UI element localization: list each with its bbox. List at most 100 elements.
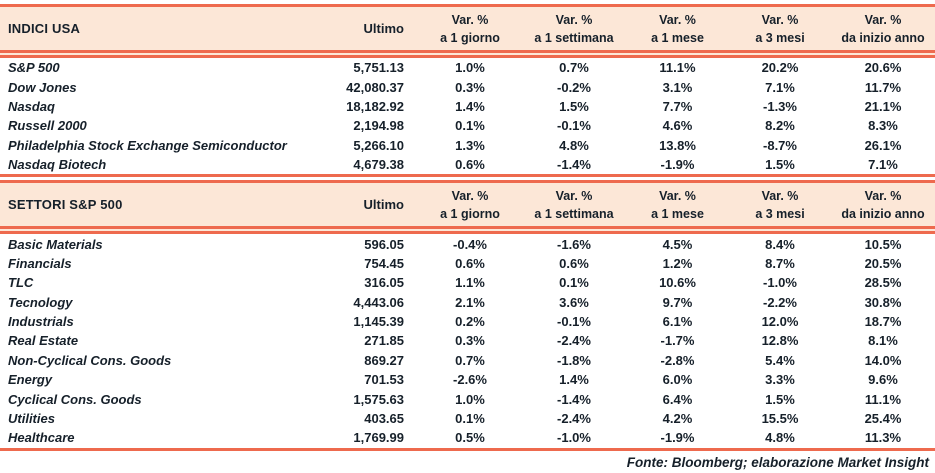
var-value-1: 3.6% xyxy=(559,294,589,310)
var-value-0: -2.6% xyxy=(453,372,487,388)
ultimo-value: 5,266.10 xyxy=(353,137,404,153)
column-header-ultimo: Ultimo xyxy=(363,197,404,213)
var-value-2: -1.9% xyxy=(660,430,695,446)
var-value-1: -0.1% xyxy=(557,118,591,134)
var-value-1: 1.4% xyxy=(559,372,589,388)
divider xyxy=(0,4,935,7)
var-value-4: 11.7% xyxy=(864,79,902,95)
column-header-var-1-giorno: Var. % a 1 giorno xyxy=(418,11,522,47)
divider xyxy=(0,50,935,53)
var-value-1: 1.5% xyxy=(559,98,589,114)
var-value-4: 21.1% xyxy=(864,98,902,114)
var-label: Var. % xyxy=(555,188,593,203)
indici-usa-rows: S&P 500 5,751.13 1.0% 0.7% 11.1% 20.2% 20.6% Do… xyxy=(0,58,935,174)
var-value-0: 1.4% xyxy=(455,98,485,114)
row-label: Philadelphia Stock Exchange Semiconducto… xyxy=(8,137,287,153)
var-value-2: 1.2% xyxy=(662,255,693,271)
var-value-4: 7.1% xyxy=(868,157,898,173)
ultimo-value: 403.65 xyxy=(364,411,404,427)
var-label: Var. % xyxy=(659,12,696,27)
var-value-2: 10.6% xyxy=(659,275,696,291)
var-value-3: 4.8% xyxy=(765,430,795,446)
ultimo-value: 754.45 xyxy=(364,255,404,271)
table-row: Utilities 403.65 0.1% -2.4% 4.2% 15.5% 25.4% xyxy=(0,409,935,428)
var-value-0: -0.4% xyxy=(453,236,487,252)
var-value-0: 1.1% xyxy=(455,275,485,291)
var-value-0: 1.0% xyxy=(455,60,485,76)
var-value-3: 15.5% xyxy=(761,411,799,427)
ultimo-value: 1,575.63 xyxy=(353,391,404,407)
var-value-1: -2.4% xyxy=(557,411,591,427)
section-title: SETTORI S&P 500 xyxy=(8,197,123,213)
table-row: Cyclical Cons. Goods 1,575.63 1.0% -1.4% 6.4… xyxy=(0,389,935,408)
var-value-3: 8.4% xyxy=(765,236,795,252)
var-value-3: -8.7% xyxy=(763,137,797,153)
row-label: Real Estate xyxy=(8,333,79,349)
var-value-1: 0.1% xyxy=(559,275,589,291)
var-value-2: 4.6% xyxy=(662,118,693,134)
row-label: Financials xyxy=(8,255,72,271)
var-value-4: 11.3% xyxy=(864,430,902,446)
var-value-2: -1.7% xyxy=(660,333,695,349)
var-value-0: 1.3% xyxy=(455,137,485,153)
var-sub-label: a 3 mesi xyxy=(755,30,805,45)
ultimo-value: 596.05 xyxy=(364,236,404,252)
var-label: Var. % xyxy=(451,188,489,203)
var-value-2: -2.8% xyxy=(660,352,695,368)
var-value-1: 4.8% xyxy=(559,137,589,153)
row-label: Dow Jones xyxy=(8,79,77,95)
table-row: S&P 500 5,751.13 1.0% 0.7% 11.1% 20.2% 20.6% xyxy=(0,58,935,77)
row-label: S&P 500 xyxy=(8,60,60,76)
divider-gap xyxy=(0,53,935,55)
column-header-ultimo: Ultimo xyxy=(363,21,404,36)
ultimo-value: 42,080.37 xyxy=(346,79,404,95)
var-value-2: 13.8% xyxy=(659,137,696,153)
row-label: Industrials xyxy=(8,314,74,330)
ultimo-value: 5,751.13 xyxy=(353,60,404,76)
column-header-var-1-settimana: Var. % a 1 settimana xyxy=(522,11,626,47)
var-label: Var. % xyxy=(761,12,799,27)
var-value-3: -1.0% xyxy=(763,275,797,291)
var-value-1: -0.1% xyxy=(557,314,591,330)
source-note: Fonte: Bloomberg; elaborazione Market In… xyxy=(626,454,929,470)
section-header-settori-sp500: SETTORI S&P 500 Ultimo Var. % a 1 giorno… xyxy=(0,180,935,227)
var-value-4: 11.1% xyxy=(864,391,902,407)
var-value-1: -1.4% xyxy=(557,157,591,173)
table-row: Non-Cyclical Cons. Goods 869.27 0.7% -1.8% -… xyxy=(0,351,935,370)
table-row: Dow Jones 42,080.37 0.3% -0.2% 3.1% 7.1% 11.7% xyxy=(0,77,935,96)
var-value-2: 7.7% xyxy=(662,98,693,114)
row-label: Russell 2000 xyxy=(8,118,87,134)
var-value-4: 8.3% xyxy=(868,118,898,134)
var-value-4: 25.4% xyxy=(864,411,902,427)
var-value-0: 0.3% xyxy=(455,333,485,349)
table-row: Nasdaq Biotech 4,679.38 0.6% -1.4% -1.9% 1.5%… xyxy=(0,155,935,174)
var-value-1: 0.6% xyxy=(559,255,589,271)
ultimo-value: 1,145.39 xyxy=(353,314,404,330)
table-row: Russell 2000 2,194.98 0.1% -0.1% 4.6% 8.2% 8.3… xyxy=(0,116,935,135)
var-value-0: 0.5% xyxy=(455,430,485,446)
var-value-1: -2.4% xyxy=(557,333,591,349)
column-header-var-3-mesi: Var. % a 3 mesi xyxy=(729,187,831,223)
var-sub-label: a 3 mesi xyxy=(755,206,805,221)
divider xyxy=(0,226,935,230)
divider-gap xyxy=(0,229,935,232)
var-value-3: 1.5% xyxy=(765,391,795,407)
var-value-2: 4.5% xyxy=(662,236,693,252)
var-sub-label: da inizio anno xyxy=(841,206,925,221)
var-value-3: 12.8% xyxy=(761,333,799,349)
var-value-2: 6.4% xyxy=(662,391,693,407)
var-value-2: -1.9% xyxy=(660,157,695,173)
var-sub-label: a 1 giorno xyxy=(440,206,500,221)
var-value-2: 3.1% xyxy=(662,79,693,95)
var-value-1: -1.6% xyxy=(557,236,591,252)
var-value-3: -1.3% xyxy=(763,98,797,114)
row-label: Healthcare xyxy=(8,430,75,446)
var-value-4: 18.7% xyxy=(864,314,902,330)
column-header-var-3-mesi: Var. % a 3 mesi xyxy=(729,11,831,47)
column-header-var-1-settimana: Var. % a 1 settimana xyxy=(522,187,626,223)
divider xyxy=(0,174,935,178)
table-row: Basic Materials 596.05 -0.4% -1.6% 4.5% 8.4% 1… xyxy=(0,234,935,253)
table-row: Industrials 1,145.39 0.2% -0.1% 6.1% 12.0% 18.… xyxy=(0,312,935,331)
column-header-var-1-giorno: Var. % a 1 giorno xyxy=(418,187,522,223)
ultimo-value: 2,194.98 xyxy=(353,118,404,134)
